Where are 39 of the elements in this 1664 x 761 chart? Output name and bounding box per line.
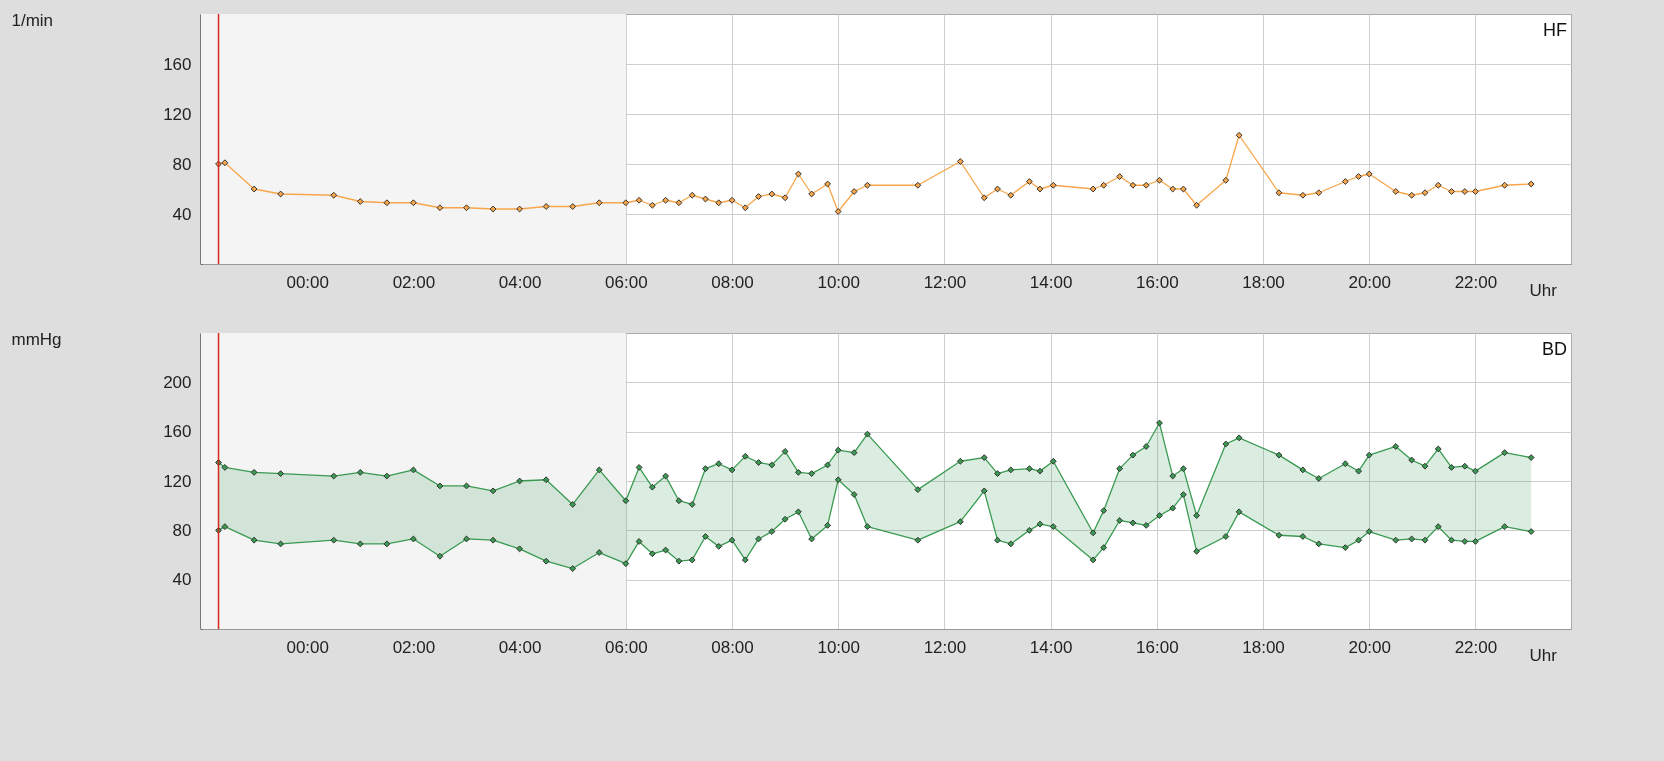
- y-tick-label: 160: [163, 422, 192, 442]
- x-tick-label: 04:00: [498, 272, 542, 292]
- y-tick-label: 40: [172, 204, 192, 224]
- x-axis-title: Uhr: [1529, 280, 1558, 300]
- x-tick-label: 00:00: [286, 637, 329, 657]
- x-tick-label: 02:00: [392, 637, 436, 657]
- x-tick-label: 16:00: [1136, 637, 1179, 657]
- y-tick-label: 80: [172, 520, 192, 540]
- y-tick-label: 200: [163, 372, 192, 392]
- chart-title: HF: [1543, 20, 1567, 40]
- x-tick-label: 00:00: [286, 272, 329, 292]
- y-tick-label: 120: [163, 471, 192, 491]
- chart-title: BD: [1541, 339, 1567, 359]
- x-tick-label: 20:00: [1348, 637, 1391, 657]
- y-tick-label: 160: [163, 54, 192, 74]
- x-tick-label: 08:00: [711, 272, 754, 292]
- x-tick-label: 18:00: [1242, 272, 1285, 292]
- y-axis-title: 1/min: [11, 10, 54, 30]
- x-tick-label: 20:00: [1348, 272, 1391, 292]
- x-tick-label: 18:00: [1242, 637, 1285, 657]
- x-tick-label: 14:00: [1029, 272, 1073, 292]
- x-tick-label: 22:00: [1454, 637, 1498, 657]
- y-tick-label: 80: [172, 154, 192, 174]
- x-tick-label: 22:00: [1454, 272, 1498, 292]
- x-tick-label: 06:00: [605, 272, 648, 292]
- x-tick-label: 12:00: [923, 637, 967, 657]
- y-tick-label: 40: [172, 570, 192, 590]
- x-tick-label: 14:00: [1029, 637, 1073, 657]
- x-tick-label: 02:00: [392, 272, 436, 292]
- y-axis-title: mmHg: [11, 329, 62, 349]
- x-tick-label: 10:00: [817, 637, 860, 657]
- x-tick-label: 06:00: [605, 637, 648, 657]
- x-tick-label: 16:00: [1136, 272, 1179, 292]
- x-tick-label: 12:00: [923, 272, 967, 292]
- y-tick-label: 120: [163, 104, 192, 124]
- x-tick-label: 10:00: [817, 272, 860, 292]
- x-tick-label: 08:00: [711, 637, 754, 657]
- x-axis-title: Uhr: [1529, 645, 1558, 665]
- x-tick-label: 04:00: [498, 637, 542, 657]
